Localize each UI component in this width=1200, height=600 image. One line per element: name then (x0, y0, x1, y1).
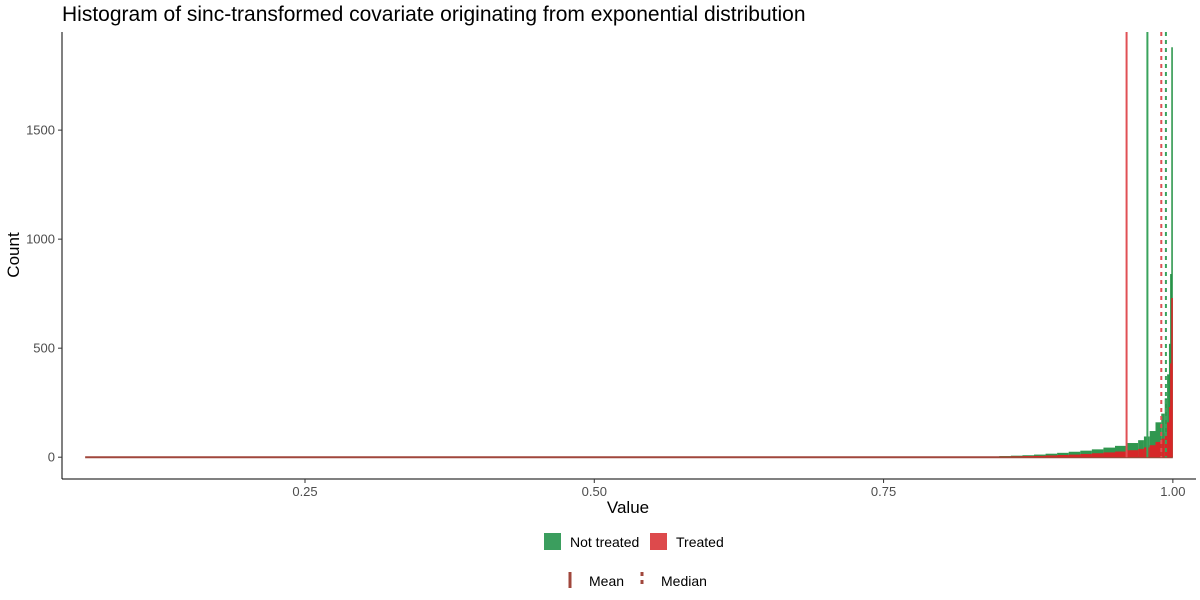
histogram-bar (999, 456, 1011, 458)
y-tick-label: 1000 (26, 232, 55, 247)
legend-swatch-not-treated (544, 533, 561, 550)
histogram-bar (1045, 453, 1058, 458)
histogram-bar (1167, 422, 1170, 458)
x-axis-title: Value (607, 498, 649, 517)
x-tick-label: 1.00 (1160, 484, 1185, 499)
histogram-bar (1115, 451, 1127, 458)
chart-title: Histogram of sinc-transformed covariate … (62, 3, 806, 26)
histogram-bar (1068, 454, 1081, 458)
legend-label: Not treated (570, 534, 639, 550)
axes: 0.25 0.50 0.75 1.00 0 500 1000 1500 (26, 32, 1196, 499)
histogram-bar (1171, 47, 1173, 458)
plot-area (85, 32, 1173, 459)
histogram-bar (1045, 455, 1058, 458)
histogram-bar (1103, 452, 1115, 458)
histogram-bar (1168, 343, 1171, 458)
y-tick-label: 500 (33, 341, 55, 356)
histogram-bar (1170, 363, 1172, 458)
histogram-bar (1161, 413, 1165, 458)
legend-swatch-treated (650, 533, 667, 550)
legend-label: Mean (589, 573, 624, 589)
histogram-bar (1057, 455, 1069, 458)
histogram-bar (1138, 448, 1144, 458)
histogram-bar (1091, 453, 1104, 458)
histogram-bar (1080, 453, 1092, 458)
legend: Not treated Treated Mean Median (544, 533, 724, 589)
histogram-bar (1034, 454, 1046, 458)
histogram-bar (1149, 431, 1156, 458)
histogram-bar (1068, 451, 1081, 458)
histogram-bar (1034, 455, 1046, 458)
histogram-bar (1138, 440, 1144, 458)
y-tick-label: 0 (48, 450, 55, 465)
x-tick-label: 0.25 (292, 484, 317, 499)
histogram-bar (1171, 298, 1173, 458)
x-tick-label: 0.50 (582, 484, 607, 499)
histogram-bar (1126, 443, 1139, 458)
histogram-bar (1149, 445, 1156, 458)
histogram-bar (1010, 456, 1023, 458)
histogram-bar (1167, 374, 1170, 458)
histogram-bar (1155, 422, 1162, 458)
histogram-bar (1057, 452, 1069, 458)
legend-label: Treated (676, 534, 724, 550)
histogram-bar (1155, 441, 1162, 458)
histogram-bar (1022, 456, 1034, 458)
histogram-bar (1164, 433, 1168, 458)
y-axis-title: Count (4, 232, 23, 278)
legend-label: Median (661, 573, 707, 589)
histogram-bar (1168, 407, 1171, 458)
y-tick-label: 1500 (26, 123, 55, 138)
histogram-bar (1161, 438, 1165, 458)
histogram-bar (1126, 450, 1139, 458)
x-tick-label: 0.75 (871, 484, 896, 499)
